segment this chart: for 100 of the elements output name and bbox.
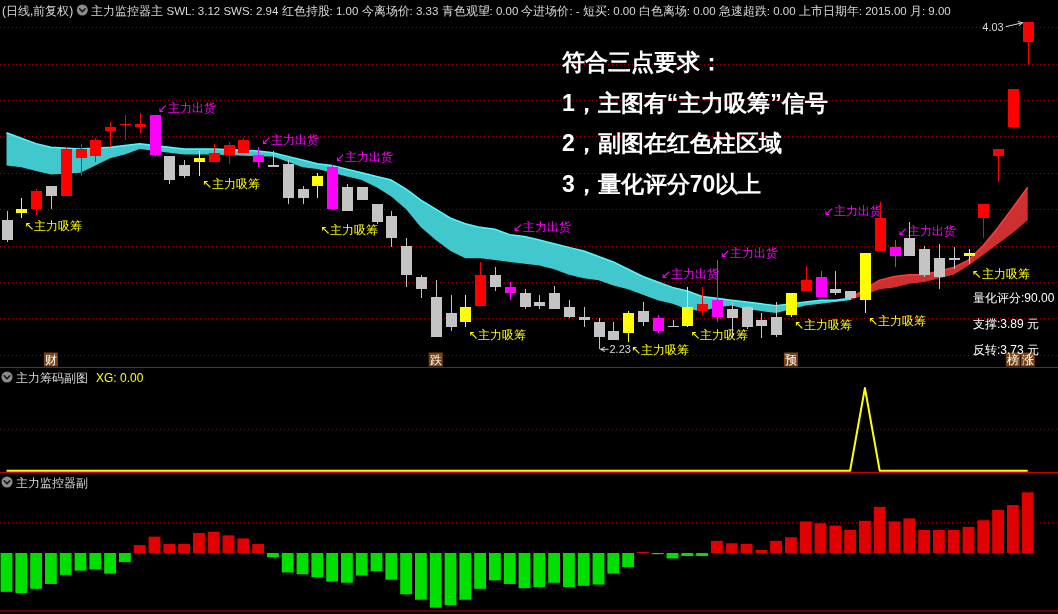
bar [207,531,220,553]
candlestick [252,146,264,168]
bar [562,553,575,587]
bar [799,521,812,553]
bar [326,553,339,582]
chart-subtitle: 主力监控器主 SWL: 3.12 SWS: 2.94 红色持股: 1.00 今离场价: 3.33 青色观望: 0.00 今进场价: - 短买: 0.00 白色离场: 0.00 急速超跌: 0.00 上市日期年: 2015.00 月: 9.00 [91,3,951,17]
candlestick [519,288,531,310]
bar [755,549,768,553]
bar [977,520,990,553]
bar [814,523,827,553]
candlestick [208,143,220,163]
bar [607,553,620,574]
bar [400,553,413,595]
text: ↖主力吸筹 [793,317,852,332]
bar [355,553,368,576]
bar [696,553,709,557]
candlestick [770,301,782,338]
bar [74,553,87,571]
candlestick [696,286,708,316]
bar [30,553,43,589]
candlestick [341,183,353,212]
bar [237,538,250,553]
candlestick [311,172,323,199]
bar [681,553,694,557]
candlestick [741,305,753,330]
text: ↖主力吸筹 [24,219,83,234]
bar [192,532,205,553]
bar [1006,505,1019,553]
text: ↖主力吸筹 [631,343,690,358]
annotation: 支撑:3.89 元 [973,316,1040,331]
bar [222,535,235,553]
candlestick [15,197,27,219]
annotation: 2，副图在红色柱区域 [562,130,782,157]
candlestick [30,188,42,216]
candlestick [1,210,13,243]
candlestick [89,137,101,163]
candlestick [829,270,841,296]
bar [429,553,442,608]
text: ↙主力出货 [261,133,320,148]
bar [947,529,960,553]
candlestick [385,210,397,248]
bar [44,553,57,584]
bar [148,536,161,553]
candlestick [889,239,901,268]
candlestick [178,159,190,179]
bar [873,506,886,553]
candlestick [652,314,664,334]
text: XG: 0.00 [96,370,144,385]
text: ↙主力出货 [719,246,778,261]
bar [266,553,279,558]
bar [444,553,457,606]
candlestick [637,301,649,327]
text: ↙主力出货 [335,150,394,165]
text: ↙主力出货 [157,100,216,115]
bar [992,509,1005,553]
bar [577,553,590,586]
bar [459,553,472,600]
text: ↖主力吸筹 [468,328,527,343]
candlestick [992,148,1004,183]
bar [281,553,294,573]
bar [488,553,501,581]
candlestick [504,281,516,301]
chart-title: 主力筹码副图 [16,370,88,385]
bar [932,529,945,553]
candlestick [563,299,575,319]
bar [311,553,324,578]
bar [740,543,753,553]
candlestick [297,185,309,205]
bar [118,553,131,563]
bar [385,553,398,580]
candlestick [977,203,989,239]
bar [962,526,975,553]
bar [163,543,176,553]
candlestick [445,294,457,332]
bar [622,553,635,567]
candlestick [755,312,767,339]
text: ↖主力吸筹 [201,177,260,192]
bar [710,540,723,553]
bar [178,543,191,553]
bar [592,553,605,585]
candlestick [104,121,116,148]
bar [296,553,309,575]
bar [104,553,117,574]
bar [784,537,797,553]
text: 4.03 [982,20,1004,33]
candlestick [933,243,945,290]
text: ↙主力出货 [512,219,571,234]
bar [858,520,871,553]
bar [59,553,72,575]
text: ↖主力吸筹 [867,313,926,328]
bar [1021,492,1034,553]
bar [533,553,546,587]
bar [0,553,13,592]
text: 2.23 [609,343,631,356]
bar [370,553,383,572]
candlestick [193,150,205,177]
candlestick [948,246,960,270]
candlestick [815,270,827,298]
bar [770,540,783,553]
bar [252,543,265,553]
